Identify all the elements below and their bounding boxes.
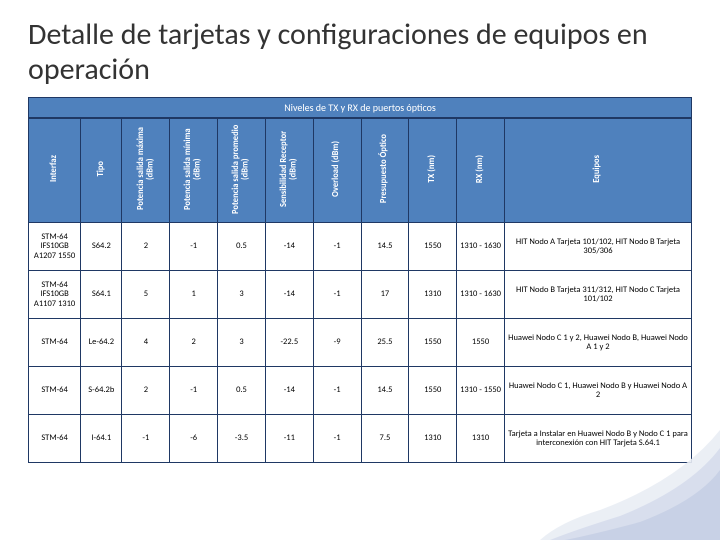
col-header-equipos: Equipos <box>504 119 691 223</box>
cell: -1 <box>313 367 361 415</box>
col-label: TX (nm) <box>428 155 437 183</box>
cell: -14 <box>265 271 313 319</box>
col-label: Sensibilidad Receptor (dBm) <box>280 121 299 217</box>
cell: 3 <box>218 271 266 319</box>
cell: 1 <box>170 271 218 319</box>
col-label: Potencia salida promedio (dBm) <box>232 121 251 217</box>
cell: Tarjeta a Instalar en Huawei Nodo B y No… <box>504 415 691 463</box>
table-row: STM-64 S-64.2b 2 -1 0.5 -14 -1 14.5 1550… <box>29 367 692 415</box>
cell: HIT Nodo A Tarjeta 101/102, HIT Nodo B T… <box>504 223 691 271</box>
cell: 2 <box>122 367 170 415</box>
col-label: Presupuesto Óptico <box>380 134 389 203</box>
cell: STM-64 IFS10GB A1207 1550 <box>29 223 81 271</box>
cell: 3 <box>218 319 266 367</box>
cell: -1 <box>313 271 361 319</box>
cell: -3.5 <box>218 415 266 463</box>
cell: 1310 <box>409 271 457 319</box>
cell: 1310 - 1630 <box>457 223 505 271</box>
col-label: Potencia salida mínima (dBm) <box>184 121 203 217</box>
col-label: Interfaz <box>50 155 59 182</box>
cell: 1550 <box>409 319 457 367</box>
cell: 1310 - 1550 <box>457 367 505 415</box>
cell: 14.5 <box>361 223 409 271</box>
col-header-pot-max: Potencia salida máxima (dBm) <box>122 119 170 223</box>
cell: 1310 <box>457 415 505 463</box>
table-row: STM-64 Le-64.2 4 2 3 -22.5 -9 25.5 1550 … <box>29 319 692 367</box>
cell: 17 <box>361 271 409 319</box>
cell: -1 <box>313 415 361 463</box>
cell: HIT Nodo B Tarjeta 311/312, HIT Nodo C T… <box>504 271 691 319</box>
cell: 2 <box>170 319 218 367</box>
col-label: Overload (dBm) <box>332 141 341 197</box>
cell: 25.5 <box>361 319 409 367</box>
cell: 0.5 <box>218 223 266 271</box>
col-label: Equipos <box>593 155 602 183</box>
table-row: STM-64 IFS10GB A1207 1550 S64.2 2 -1 0.5… <box>29 223 692 271</box>
cell: 1550 <box>457 319 505 367</box>
table-superheader: Niveles de TX y RX de puertos ópticos <box>28 97 692 118</box>
cell: Huawei Nodo C 1, Huawei Nodo B y Huawei … <box>504 367 691 415</box>
cell: 7.5 <box>361 415 409 463</box>
table-header-row: Interfaz Tipo Potencia salida máxima (dB… <box>29 119 692 223</box>
cell: -9 <box>313 319 361 367</box>
cell: 4 <box>122 319 170 367</box>
cell: -22.5 <box>265 319 313 367</box>
cell: Huawei Nodo C 1 y 2, Huawei Nodo B, Huaw… <box>504 319 691 367</box>
cell: -1 <box>170 223 218 271</box>
cell: 14.5 <box>361 367 409 415</box>
col-label: Tipo <box>97 161 106 176</box>
cell: I-64.1 <box>81 415 122 463</box>
table-row: STM-64 IFS10GB A1107 1310 S64.1 5 1 3 -1… <box>29 271 692 319</box>
cell: 5 <box>122 271 170 319</box>
table-row: STM-64 I-64.1 -1 -6 -3.5 -11 -1 7.5 1310… <box>29 415 692 463</box>
cell: S64.2 <box>81 223 122 271</box>
col-label: RX (nm) <box>476 155 485 183</box>
optical-ports-table: Interfaz Tipo Potencia salida máxima (dB… <box>28 118 692 463</box>
cell: 1550 <box>409 367 457 415</box>
table-body: STM-64 IFS10GB A1207 1550 S64.2 2 -1 0.5… <box>29 223 692 463</box>
slide-title: Detalle de tarjetas y configuraciones de… <box>28 18 692 87</box>
cell: STM-64 <box>29 367 81 415</box>
col-header-sens: Sensibilidad Receptor (dBm) <box>265 119 313 223</box>
col-label: Potencia salida máxima (dBm) <box>137 121 156 217</box>
cell: 0.5 <box>218 367 266 415</box>
col-header-rx: RX (nm) <box>457 119 505 223</box>
cell: -1 <box>313 223 361 271</box>
col-header-interfaz: Interfaz <box>29 119 81 223</box>
cell: STM-64 <box>29 415 81 463</box>
cell: -11 <box>265 415 313 463</box>
cell: -14 <box>265 367 313 415</box>
col-header-tipo: Tipo <box>81 119 122 223</box>
cell: -14 <box>265 223 313 271</box>
col-header-presupuesto: Presupuesto Óptico <box>361 119 409 223</box>
cell: Le-64.2 <box>81 319 122 367</box>
col-header-overload: Overload (dBm) <box>313 119 361 223</box>
cell: 1550 <box>409 223 457 271</box>
col-header-pot-prom: Potencia salida promedio (dBm) <box>218 119 266 223</box>
cell: -1 <box>122 415 170 463</box>
cell: 2 <box>122 223 170 271</box>
cell: S-64.2b <box>81 367 122 415</box>
col-header-pot-min: Potencia salida mínima (dBm) <box>170 119 218 223</box>
cell: STM-64 IFS10GB A1107 1310 <box>29 271 81 319</box>
cell: -6 <box>170 415 218 463</box>
cell: S64.1 <box>81 271 122 319</box>
cell: 1310 - 1630 <box>457 271 505 319</box>
cell: -1 <box>170 367 218 415</box>
cell: 1310 <box>409 415 457 463</box>
cell: STM-64 <box>29 319 81 367</box>
col-header-tx: TX (nm) <box>409 119 457 223</box>
